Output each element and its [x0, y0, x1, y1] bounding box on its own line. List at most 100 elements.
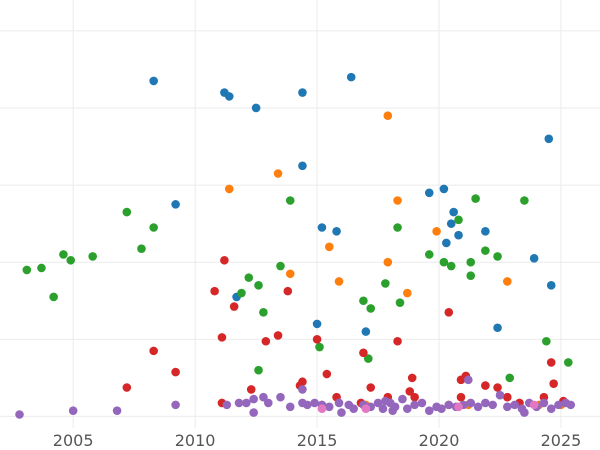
data-point: [317, 404, 327, 414]
data-point: [298, 385, 307, 394]
data-point: [454, 215, 463, 225]
data-point: [68, 406, 78, 415]
data-point: [283, 286, 293, 296]
data-point: [312, 319, 322, 329]
data-point: [546, 281, 556, 290]
x-tick-label: 2005: [53, 431, 94, 450]
data-point: [466, 271, 476, 280]
data-point: [285, 269, 295, 279]
data-point: [254, 365, 263, 375]
data-point: [503, 392, 512, 402]
data-point: [237, 288, 246, 298]
data-point: [315, 342, 324, 352]
data-point: [66, 255, 76, 265]
data-point: [229, 302, 239, 311]
data-point: [383, 111, 393, 120]
data-point: [254, 281, 263, 290]
data-point: [222, 400, 232, 410]
data-point: [361, 327, 371, 336]
data-point: [495, 390, 505, 400]
data-point: [359, 348, 368, 358]
data-point: [417, 398, 427, 408]
data-point: [59, 250, 68, 259]
data-point: [246, 385, 256, 394]
x-tick-label: 2025: [541, 431, 582, 450]
data-point: [388, 406, 397, 415]
data-point: [424, 250, 434, 259]
data-point: [454, 230, 463, 240]
data-point: [549, 379, 558, 388]
data-point: [481, 398, 490, 408]
data-point: [466, 257, 476, 267]
data-point: [317, 223, 327, 232]
data-point: [488, 400, 497, 410]
data-point: [542, 336, 551, 346]
data-point: [112, 406, 122, 415]
data-point: [324, 242, 334, 252]
data-point: [566, 400, 576, 410]
data-point: [505, 373, 515, 383]
data-point: [298, 88, 307, 97]
data-point: [449, 207, 458, 217]
data-point: [520, 196, 529, 205]
data-point: [366, 304, 376, 313]
data-point: [424, 406, 434, 415]
x-tick-label: 2010: [175, 431, 216, 450]
data-point: [276, 261, 285, 271]
data-point: [249, 394, 258, 404]
data-point: [171, 200, 180, 209]
data-point: [22, 265, 32, 275]
data-point: [217, 333, 227, 342]
data-point: [383, 257, 393, 267]
data-point: [393, 196, 402, 205]
data-point: [493, 252, 502, 261]
data-point: [439, 257, 449, 267]
data-point: [473, 402, 483, 412]
data-point: [456, 392, 466, 402]
data-point: [395, 298, 405, 307]
data-point: [49, 292, 58, 302]
data-point: [285, 196, 295, 205]
data-point: [481, 381, 490, 390]
data-point: [298, 161, 307, 171]
data-point: [259, 392, 268, 402]
data-point: [171, 367, 180, 377]
data-point: [263, 398, 273, 408]
data-point: [251, 103, 261, 113]
data-point: [463, 375, 473, 385]
data-point: [546, 404, 556, 414]
data-point: [546, 358, 556, 367]
data-point: [242, 398, 251, 408]
data-point: [363, 354, 373, 363]
data-point: [310, 398, 319, 408]
data-point: [493, 323, 502, 333]
data-point: [122, 207, 132, 217]
data-point: [312, 335, 322, 344]
data-point: [37, 263, 46, 273]
data-point: [403, 288, 412, 298]
data-point: [324, 402, 334, 412]
x-axis-ticks: 2005 2010 2015 2020 2025: [53, 431, 582, 450]
data-point: [361, 404, 371, 414]
data-point: [88, 252, 97, 261]
data-point: [149, 223, 158, 232]
data-point: [466, 398, 476, 408]
data-point: [539, 398, 549, 408]
data-point: [234, 398, 244, 408]
data-point: [503, 402, 512, 412]
data-point: [407, 373, 417, 383]
data-point: [544, 134, 554, 144]
data-point: [439, 184, 449, 194]
data-point: [442, 238, 451, 248]
data-point: [410, 392, 419, 402]
data-point: [276, 392, 285, 402]
data-point: [378, 404, 388, 414]
data-point: [334, 398, 344, 408]
data-point: [403, 404, 412, 414]
data-point: [334, 277, 344, 286]
data-point: [149, 346, 158, 356]
data-point: [210, 286, 219, 296]
data-point: [220, 255, 229, 265]
data-point: [432, 227, 441, 236]
